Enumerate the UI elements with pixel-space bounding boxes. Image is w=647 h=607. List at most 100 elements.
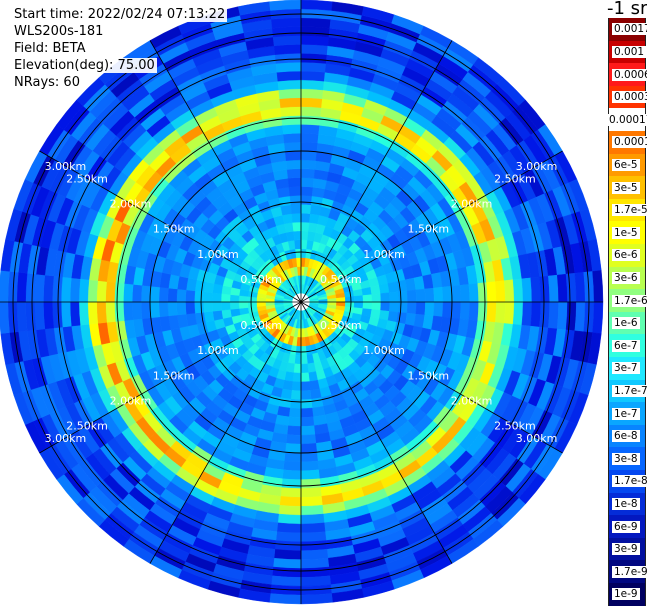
range-gate-cell [378,283,390,294]
range-gate-cell [296,257,302,267]
range-gate-cell [300,451,318,463]
range-gate-cell [274,540,302,551]
range-gate-cell [300,204,312,214]
colorbar-unit: -1 sr [607,0,647,19]
colorbar-label: 0.0003 [612,91,647,104]
range-label: 1.00km [363,344,405,357]
range-gate-cell [43,274,54,303]
range-gate-cell [203,311,215,323]
range-gate-cell [114,282,125,303]
range-label: 2.00km [451,395,493,408]
range-gate-cell [300,363,309,374]
range-gate-cell [149,301,160,319]
range-gate-cell [278,504,302,516]
range-gate-cell [43,301,54,330]
range-gate-cell [300,557,330,569]
azimuth-line [149,301,302,564]
range-gate-cell [300,593,333,605]
range-gate-cell [300,513,325,525]
range-gate-cell [495,280,506,303]
range-label: 1.00km [197,248,239,261]
range-gate-cell [300,141,318,153]
range-gate-cell [60,276,72,303]
range-gate-cell [292,221,302,232]
range-gate-cell [87,301,99,325]
range-gate-cell [300,150,318,161]
range-gate-cell [272,557,302,569]
range-gate-cell [269,593,302,605]
azimuth-line [300,40,453,303]
range-gate-cell [309,379,320,391]
range-label: 2.00km [451,198,493,211]
colorbar-label: 1.7e-6 [612,294,647,307]
range-gate-cell [131,284,143,303]
range-gate-cell [211,292,222,303]
range-gate-cell [300,390,312,400]
range-gate-cell [530,276,542,303]
range-gate-cell [280,106,302,117]
range-gate-cell [140,301,152,319]
azimuth-line [39,150,302,303]
colorbar-label: 1e-6 [612,317,640,330]
range-gate-cell [486,301,497,323]
range-gate-cell [256,301,266,307]
colorbar-label: 1e-7 [612,407,640,420]
range-gate-cell [300,372,310,383]
range-gate-cell [300,487,322,498]
range-gate-cell [149,285,160,303]
range-gate-cell [185,301,196,315]
range-gate-cell [406,301,417,315]
range-gate-cell [276,70,302,82]
range-gate-cell [288,407,302,418]
range-gate-cell [96,280,107,303]
range-gate-cell [539,275,550,303]
range-gate-cell [300,469,320,480]
colorbar-label: 1e-8 [612,497,640,510]
range-gate-cell [406,289,417,303]
range-gate-cell [287,177,302,188]
colorbar-label: 1.7e-9 [612,565,647,578]
range-gate-cell [290,204,302,214]
range-gate-cell [300,26,331,38]
range-gate-cell [539,301,550,329]
range-label: 2.50km [66,420,108,433]
range-gate-cell [396,279,408,293]
range-gate-cell [565,272,577,303]
range-gate-cell [300,478,321,489]
range-gate-cell [194,301,205,314]
range-gate-cell [279,97,302,108]
range-gate-cell [477,301,488,322]
range-gate-cell [280,487,302,498]
range-gate-cell [556,273,568,303]
range-gate-cell [495,301,506,324]
range-gate-cell [300,416,315,427]
azimuth-line [300,150,563,303]
range-label: 0.50km [240,273,282,286]
colorbar-label: 3e-9 [612,543,640,556]
range-gate-cell [300,106,322,117]
field-label: Field: BETA [12,41,88,56]
range-gate-cell [176,301,187,316]
range-gate-cell [397,301,408,314]
range-gate-cell [300,504,324,516]
range-gate-cell [300,345,307,356]
azimuth-line [300,301,453,564]
range-gate-cell [16,301,28,332]
range-gate-cell [300,53,328,64]
range-label: 1.00km [363,248,405,261]
range-gate-cell [433,301,444,318]
range-gate-cell [424,287,435,303]
range-gate-cell [300,44,329,55]
range-gate-cell [283,132,302,144]
range-gate-cell [300,132,319,144]
range-gate-cell [123,283,134,303]
range-gate-cell [380,292,391,303]
range-gate-cell [78,278,90,303]
range-gate-cell [275,61,302,73]
range-gate-cell [353,295,364,303]
range-gate-cell [300,407,314,418]
range-gate-cell [282,213,293,225]
azimuth-line [39,301,302,454]
range-gate-cell [300,124,320,135]
range-gate-cell [220,293,231,303]
